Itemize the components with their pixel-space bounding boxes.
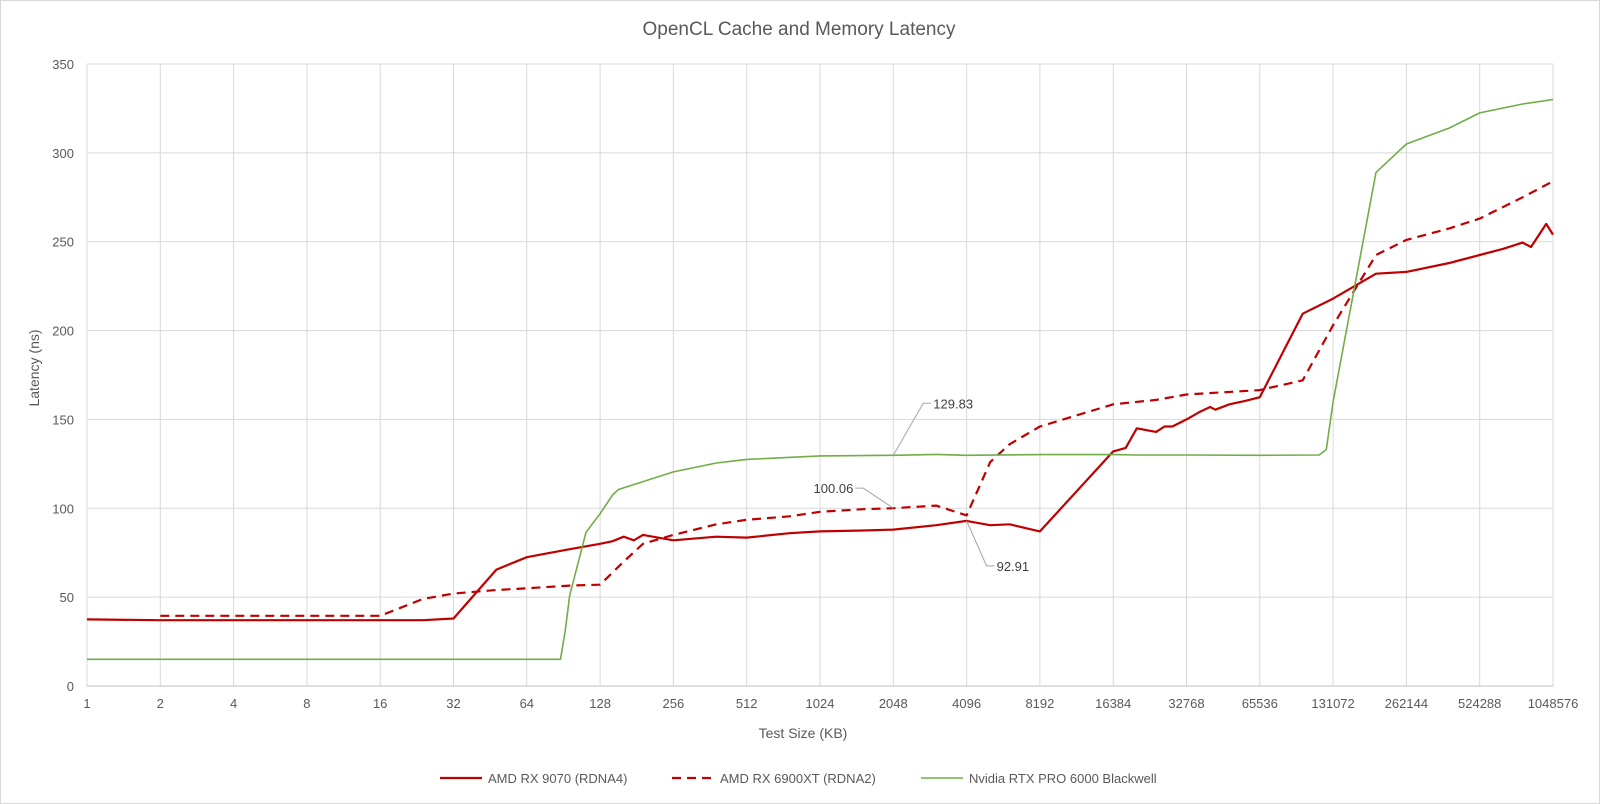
annotation-label: 92.91 — [997, 559, 1030, 574]
x-tick-label: 64 — [520, 696, 534, 711]
series-line-amd-rx-9070-rdna4 — [86, 222, 1554, 622]
x-tick-label: 65536 — [1242, 696, 1278, 711]
series-line-nvidia-rtx-pro-6000-blackwell — [87, 98, 1554, 661]
y-axis-label: Latency (ns) — [26, 329, 42, 406]
annotation-leader — [855, 487, 894, 509]
y-tick-label: 300 — [52, 146, 74, 161]
annotations: 129.83 100.06 92.91 — [814, 396, 1030, 574]
tick-labels: 0 50 100 150 200 250 300 350 1 2 4 8 16 32 64 128 256 512… — [52, 57, 1578, 711]
legend: AMD RX 9070 (RDNA4) AMD RX 6900XT (RDNA2)… — [440, 771, 1157, 786]
y-tick-label: 100 — [52, 501, 74, 516]
x-tick-label: 262144 — [1385, 696, 1428, 711]
legend-label: AMD RX 9070 (RDNA4) — [488, 771, 627, 786]
y-tick-label: 200 — [52, 324, 74, 339]
x-axis-label: Test Size (KB) — [759, 725, 848, 741]
annotation-leader — [966, 520, 995, 567]
legend-label: AMD RX 6900XT (RDNA2) — [720, 771, 876, 786]
x-tick-label: 524288 — [1458, 696, 1501, 711]
annotation-label: 129.83 — [933, 396, 973, 411]
grid-lines — [86, 63, 1554, 687]
x-tick-label: 2048 — [879, 696, 908, 711]
x-tick-label: 2 — [157, 696, 164, 711]
x-tick-label: 1 — [83, 696, 90, 711]
x-tick-label: 4 — [230, 696, 237, 711]
x-tick-label: 16384 — [1095, 696, 1131, 711]
y-tick-label: 250 — [52, 235, 74, 250]
x-tick-label: 8 — [303, 696, 310, 711]
series-line-amd-rx-6900xt-rdna2 — [160, 180, 1554, 617]
legend-label: Nvidia RTX PRO 6000 Blackwell — [969, 771, 1157, 786]
y-tick-label: 150 — [52, 412, 74, 427]
x-tick-label: 1048576 — [1528, 696, 1579, 711]
x-tick-label: 1024 — [806, 696, 835, 711]
x-tick-label: 131072 — [1311, 696, 1354, 711]
x-tick-label: 16 — [373, 696, 387, 711]
x-tick-label: 32 — [446, 696, 460, 711]
x-tick-label: 4096 — [952, 696, 981, 711]
x-tick-label: 256 — [663, 696, 685, 711]
series-lines — [86, 98, 1554, 661]
annotation-leader — [892, 402, 932, 456]
y-tick-label: 350 — [52, 57, 74, 72]
x-tick-label: 512 — [736, 696, 758, 711]
x-tick-label: 32768 — [1168, 696, 1204, 711]
annotation-label: 100.06 — [814, 481, 854, 496]
x-tick-label: 8192 — [1025, 696, 1054, 711]
y-tick-label: 0 — [67, 679, 74, 694]
y-tick-label: 50 — [60, 590, 74, 605]
chart-title: OpenCL Cache and Memory Latency — [643, 19, 956, 40]
x-tick-label: 128 — [589, 696, 611, 711]
